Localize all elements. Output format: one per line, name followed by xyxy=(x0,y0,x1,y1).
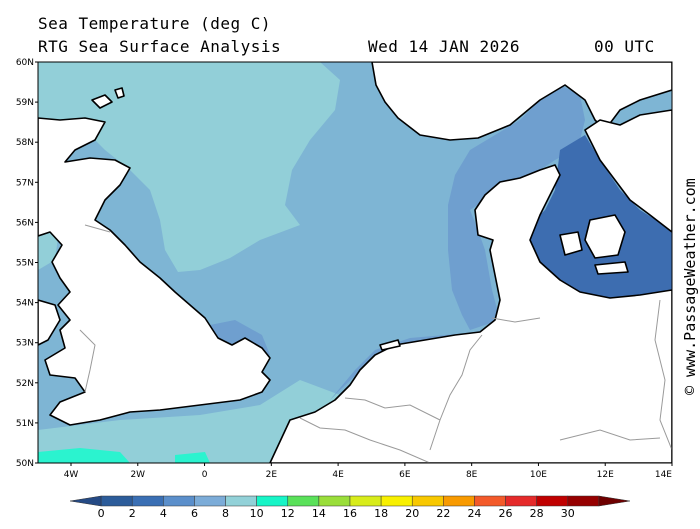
border-de-dk xyxy=(491,317,541,323)
colorbar-label: 8 xyxy=(222,507,229,520)
colorbar-segment xyxy=(411,495,444,507)
land-shetland xyxy=(114,87,125,99)
forecast-date: Wed 14 JAN 2026 xyxy=(368,37,520,56)
lon-tick-label: 0 xyxy=(202,470,208,480)
colorbar-label: 20 xyxy=(405,507,419,520)
lat-tick-label: 50N xyxy=(16,459,34,469)
lat-tick-label: 51N xyxy=(16,419,34,429)
land-zealand xyxy=(584,214,626,259)
colorbar-label: 14 xyxy=(312,507,326,520)
land-ireland xyxy=(38,299,61,346)
colorbar-segment xyxy=(474,495,506,507)
map-area xyxy=(38,62,672,463)
colorbar-segment xyxy=(443,495,475,507)
colorbar-segment xyxy=(349,495,382,507)
colorbar-segment xyxy=(380,495,413,507)
land xyxy=(38,62,672,463)
lon-tick-label: 6E xyxy=(399,470,411,480)
border-fr-be xyxy=(299,417,431,463)
colorbar-segment xyxy=(318,495,351,507)
land-funen xyxy=(559,231,583,256)
forecast-time: 00 UTC xyxy=(594,37,655,56)
land-lolland xyxy=(594,261,629,275)
colorbar-segment xyxy=(256,495,289,507)
colorbar-label: 26 xyxy=(499,507,513,520)
lat-tick-label: 60N xyxy=(16,58,34,68)
sea-zone-channel xyxy=(38,380,340,463)
lon-tick-label: 12E xyxy=(597,470,614,480)
lat-tick-label: 52N xyxy=(16,379,34,389)
country-borders xyxy=(79,224,672,463)
colorbar-label: 30 xyxy=(561,507,575,520)
colorbar-segment xyxy=(194,495,226,507)
lon-tick-label: 4W xyxy=(64,470,79,480)
colorbar-arrow-low xyxy=(69,495,102,507)
lat-tick-label: 54N xyxy=(16,299,34,309)
border-nl-de xyxy=(429,334,483,451)
land-continent xyxy=(269,164,672,463)
colorbar-arrow-high xyxy=(598,495,631,507)
lon-tick-label: 2E xyxy=(266,470,278,480)
longitude-axis: 4W 2W 0 2E 4E 6E 8E 10E 12E 14E xyxy=(64,463,673,480)
sea-zone-10-12-channel xyxy=(38,448,130,463)
colorbar-segment xyxy=(131,495,164,507)
colorbar-label: 10 xyxy=(250,507,264,520)
lon-tick-label: 2W xyxy=(130,470,145,480)
lat-tick-label: 59N xyxy=(16,98,34,108)
colorbar-label: 24 xyxy=(467,507,481,520)
border-eng-wales xyxy=(79,329,96,393)
land-great-britain xyxy=(38,117,271,426)
lat-tick-label: 56N xyxy=(16,218,34,228)
colorbar-label: 0 xyxy=(98,507,105,520)
land-orkney xyxy=(91,94,113,109)
colorbar-segment xyxy=(225,495,257,507)
temperature-colorbar: 0 2 4 6 8 10 12 14 16 18 20 22 24 26 28 30 xyxy=(69,495,631,520)
border-be-nl xyxy=(344,397,441,421)
colorbar-label: 12 xyxy=(281,507,295,520)
lat-tick-label: 57N xyxy=(16,178,34,188)
colorbar-segment xyxy=(100,495,133,507)
lat-tick-label: 53N xyxy=(16,339,34,349)
colorbar-label: 6 xyxy=(191,507,198,520)
colorbar-label: 16 xyxy=(343,507,357,520)
sea-zone-10-12-channel-2 xyxy=(175,452,210,463)
land-norway xyxy=(371,62,672,141)
colorbar-label: 18 xyxy=(374,507,388,520)
colorbar-segment xyxy=(536,495,569,507)
colorbar-segment xyxy=(163,495,195,507)
lon-tick-label: 8E xyxy=(466,470,478,480)
lon-tick-label: 10E xyxy=(530,470,547,480)
sea-zone-8-10 xyxy=(38,62,340,272)
border-de-cz xyxy=(559,429,661,441)
lat-tick-label: 55N xyxy=(16,259,34,269)
colorbar-label: 2 xyxy=(129,507,136,520)
colorbar-segment xyxy=(287,495,320,507)
latitude-axis: 60N 59N 58N 57N 56N 55N 54N 53N 52N 51N 50N xyxy=(16,58,38,469)
land-frisian-islands xyxy=(379,339,401,351)
sea-zone-4-6-east xyxy=(448,85,585,330)
chart-title: Sea Temperature (deg C) xyxy=(38,14,272,33)
colorbar-segment xyxy=(505,495,537,507)
border-eng-scot xyxy=(84,224,111,233)
border-de-pl xyxy=(654,299,672,451)
credit-text: © www.PassageWeather.com xyxy=(681,178,699,395)
land-sweden xyxy=(584,109,672,233)
colorbar-segment xyxy=(567,495,600,507)
colorbar-label: 4 xyxy=(160,507,167,520)
colorbar-label: 28 xyxy=(530,507,544,520)
lon-tick-label: 4E xyxy=(332,470,344,480)
lon-tick-label: 14E xyxy=(655,470,672,480)
lat-tick-label: 58N xyxy=(16,138,34,148)
colorbar-label: 22 xyxy=(436,507,450,520)
chart-subtitle: RTG Sea Surface Analysis xyxy=(38,37,282,56)
